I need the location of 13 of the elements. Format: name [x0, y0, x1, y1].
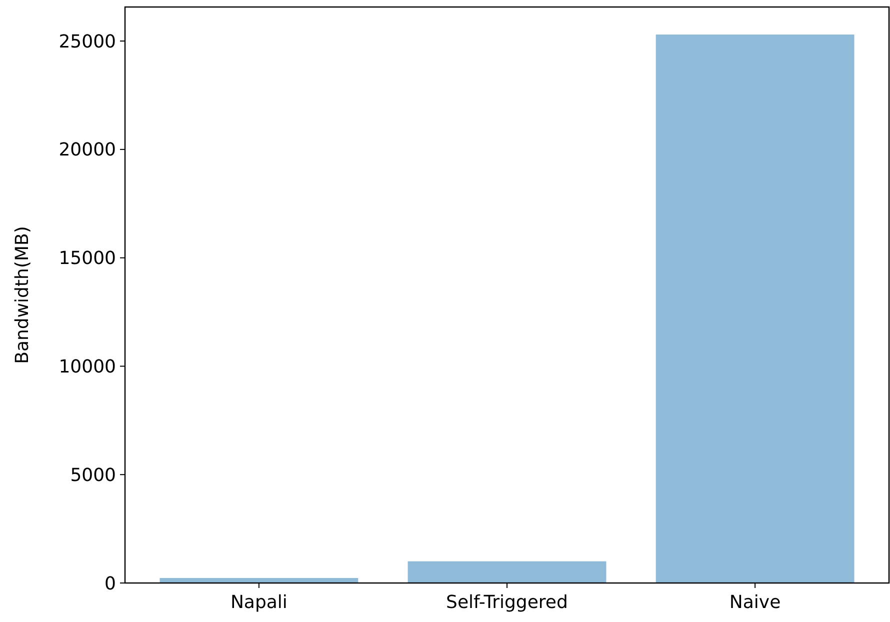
bar	[656, 34, 854, 583]
bar	[160, 578, 358, 583]
bar	[408, 561, 606, 583]
y-axis-title: Bandwidth(MB)	[12, 226, 33, 364]
y-tick-label: 25000	[58, 31, 116, 52]
y-tick-label: 10000	[58, 356, 116, 378]
y-tick-label: 15000	[58, 248, 116, 270]
y-tick-label: 5000	[70, 464, 116, 486]
y-tick-label: 0	[104, 573, 116, 594]
y-tick-label: 20000	[58, 140, 116, 161]
x-tick-label: Napali	[230, 592, 288, 613]
x-tick-label: Self-Triggered	[446, 592, 568, 613]
x-tick-label: Naive	[729, 592, 781, 613]
